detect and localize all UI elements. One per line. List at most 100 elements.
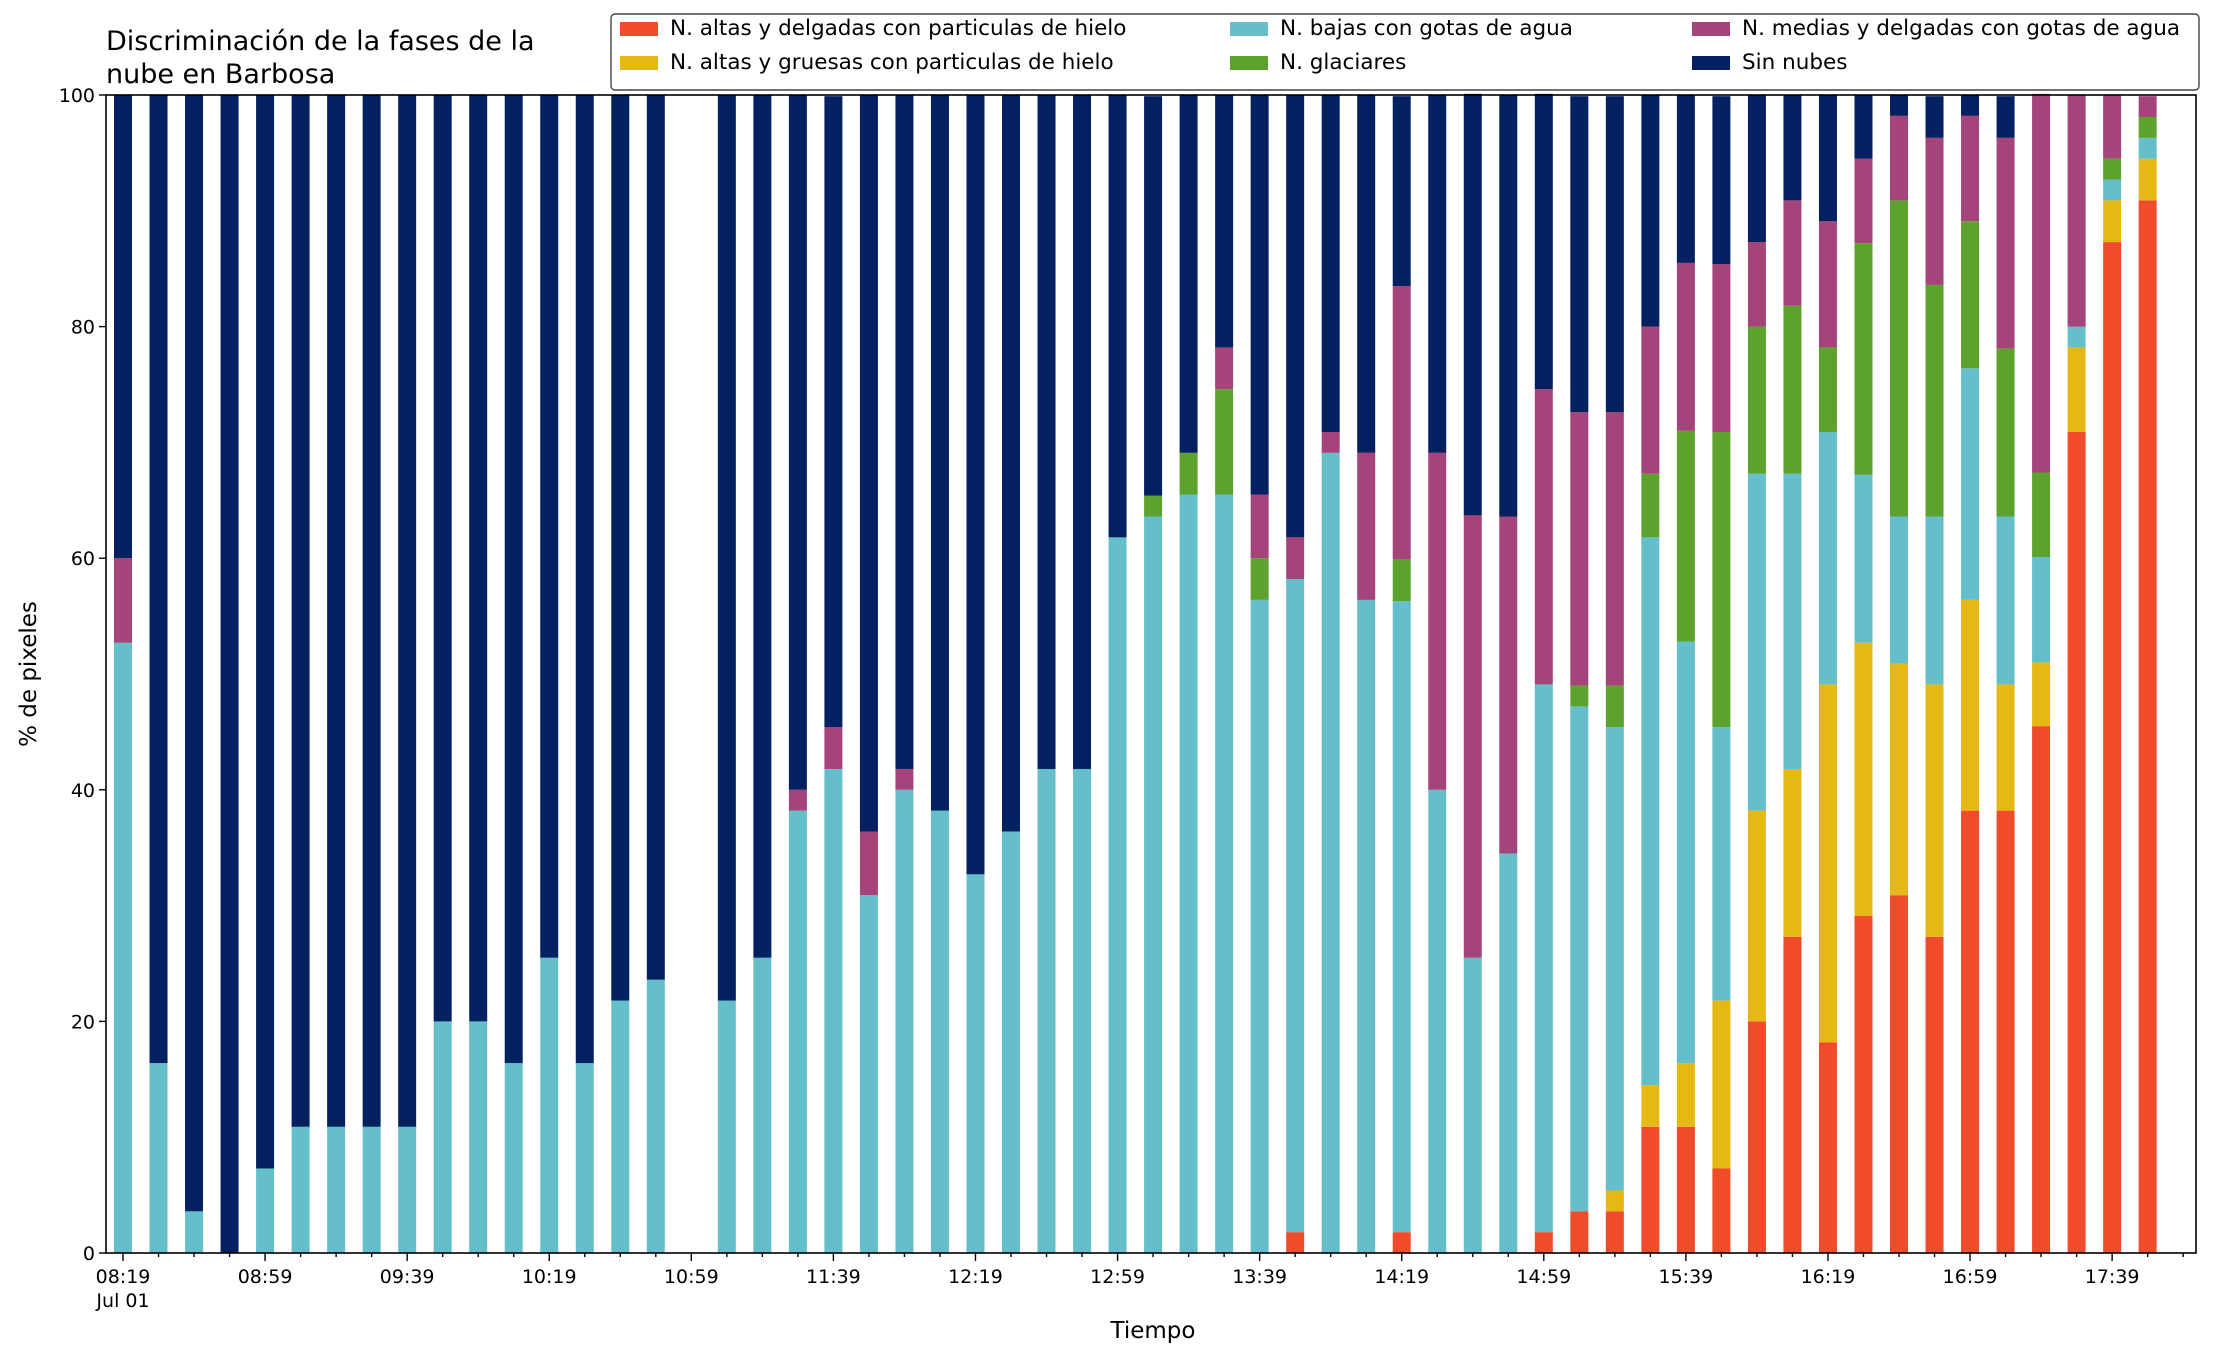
legend: N. altas y delgadas con particulas de hi… bbox=[610, 13, 2200, 91]
y-tick-label: 20 bbox=[71, 1011, 95, 1033]
bar-segment-1449-s5 bbox=[1499, 95, 1518, 517]
bar-segment-1639-s5 bbox=[1890, 95, 1908, 116]
bar-segment-1349-s4 bbox=[1286, 537, 1305, 580]
bar-segment-1009-s5 bbox=[504, 95, 523, 1064]
bar-segment-0839-s5 bbox=[185, 95, 204, 1212]
bar-segment-1559-s4 bbox=[1747, 242, 1766, 327]
bar-segment-1739-s1 bbox=[2103, 200, 2122, 243]
legend-swatch bbox=[620, 56, 658, 70]
bar-segment-1329-s4 bbox=[1215, 347, 1234, 390]
bar-segment-1539-s5 bbox=[1676, 95, 1695, 263]
bar-segment-1439-s5 bbox=[1463, 93, 1482, 516]
bar-segment-1609-s1 bbox=[1783, 768, 1802, 937]
bar-segment-1209-s5 bbox=[930, 95, 949, 811]
bar-segment-1749-s3 bbox=[2138, 117, 2157, 138]
bar-segment-0829-s2 bbox=[149, 1063, 168, 1253]
bar-segment-1029-s2 bbox=[575, 1063, 594, 1253]
bar-segment-1209-s2 bbox=[930, 810, 949, 1253]
bar-segment-1719-s3 bbox=[2032, 472, 2051, 558]
bar-segment-1659-s5 bbox=[1961, 95, 1980, 116]
legend-label: N. glaciares bbox=[1280, 50, 1406, 75]
bar-segment-1429-s4 bbox=[1428, 452, 1447, 790]
bar-segment-1649-s2 bbox=[1925, 516, 1944, 685]
bar-segment-1629-s1 bbox=[1854, 642, 1873, 917]
bar-segment-1619-s1 bbox=[1818, 684, 1837, 1043]
x-axis: 08:19 08:59 09:39 10:19 10:59 11:39 12:19 12:59… bbox=[95, 1253, 2184, 1312]
bar-segment-1129-s5 bbox=[788, 95, 807, 790]
bar-segment-1549-s1 bbox=[1712, 1000, 1731, 1169]
bar-segment-1159-s4 bbox=[895, 768, 914, 790]
bar-segment-1739-s0 bbox=[2103, 242, 2122, 1253]
bar-segment-0819-s2 bbox=[114, 642, 132, 1253]
x-tick-label: 09:39 bbox=[380, 1266, 435, 1288]
bar-segment-1039-s2 bbox=[611, 1000, 630, 1253]
y-tick-label: 80 bbox=[71, 317, 95, 339]
bar-segment-1519-s5 bbox=[1605, 96, 1624, 413]
bar-segment-1109-s5 bbox=[717, 95, 736, 1001]
bar-segment-1549-s3 bbox=[1712, 431, 1731, 728]
bar-segment-1339-s2 bbox=[1250, 599, 1269, 1253]
bar-segment-1259-s2 bbox=[1108, 537, 1127, 1253]
bar-segment-1559-s0 bbox=[1747, 1021, 1766, 1253]
bar-segment-1419-s4 bbox=[1392, 286, 1411, 560]
bar-segment-1609-s0 bbox=[1783, 936, 1802, 1253]
chart-title-line-1: Discriminación de la fases de la bbox=[106, 26, 535, 57]
bar-segment-0909-s2 bbox=[291, 1126, 310, 1253]
bar-segment-1659-s4 bbox=[1961, 115, 1980, 222]
bar-segment-0939-s2 bbox=[398, 1126, 417, 1253]
bar-segment-1419-s2 bbox=[1392, 601, 1411, 1233]
bar-segment-1419-s3 bbox=[1392, 559, 1411, 602]
bar-segment-1319-s2 bbox=[1179, 494, 1198, 1253]
bar-segment-1619-s4 bbox=[1818, 221, 1837, 348]
bar-segment-0859-s5 bbox=[256, 95, 275, 1169]
bar-segment-0819-s5 bbox=[114, 95, 132, 559]
bar-segment-1529-s5 bbox=[1641, 95, 1660, 327]
x-tick-label: 10:19 bbox=[522, 1266, 577, 1288]
bar-segment-1029-s5 bbox=[575, 95, 594, 1064]
legend-label: Sin nubes bbox=[1742, 50, 1847, 75]
bar-segment-1439-s2 bbox=[1463, 957, 1482, 1253]
bar-segment-1309-s3 bbox=[1144, 495, 1163, 517]
bar-segment-1529-s1 bbox=[1641, 1085, 1660, 1127]
bar-segment-1109-s2 bbox=[717, 1000, 736, 1253]
bar-segment-1239-s2 bbox=[1037, 768, 1056, 1253]
x-tick-label: 15:39 bbox=[1658, 1266, 1713, 1288]
bar-segment-1449-s2 bbox=[1499, 853, 1518, 1253]
x-tick-label: 13:39 bbox=[1232, 1266, 1287, 1288]
bar-segment-1329-s3 bbox=[1215, 389, 1234, 495]
legend-swatch bbox=[1692, 22, 1730, 36]
bar-segment-1359-s4 bbox=[1321, 431, 1340, 453]
bar-segment-1459-s2 bbox=[1534, 684, 1553, 1233]
bar-segment-1659-s2 bbox=[1961, 368, 1980, 600]
bar-segment-1519-s0 bbox=[1605, 1211, 1624, 1253]
bar-segment-1609-s2 bbox=[1783, 473, 1802, 769]
x-tick-label: 14:19 bbox=[1374, 1266, 1429, 1288]
bar-segment-1619-s3 bbox=[1818, 347, 1837, 432]
bar-segment-1749-s4 bbox=[2138, 96, 2157, 117]
bars-layer bbox=[114, 93, 2157, 1254]
bar-segment-0959-s5 bbox=[469, 95, 488, 1022]
bar-segment-1729-s4 bbox=[2067, 95, 2086, 327]
bar-segment-1509-s5 bbox=[1570, 96, 1589, 413]
bar-segment-1719-s0 bbox=[2032, 726, 2051, 1253]
bar-segment-1039-s5 bbox=[611, 95, 630, 1001]
bar-segment-1309-s5 bbox=[1144, 96, 1163, 496]
y-tick-label: 60 bbox=[71, 548, 95, 570]
bar-segment-1539-s3 bbox=[1676, 430, 1695, 642]
bar-segment-1459-s4 bbox=[1534, 389, 1553, 685]
bar-segment-1749-s2 bbox=[2138, 137, 2157, 159]
bar-segment-0819-s4 bbox=[114, 558, 132, 643]
bar-segment-1519-s3 bbox=[1605, 685, 1624, 728]
bar-segment-1709-s2 bbox=[1996, 516, 2015, 685]
bar-segment-1349-s5 bbox=[1286, 95, 1305, 538]
x-tick-label: 08:19 bbox=[96, 1266, 151, 1288]
bar-segment-1419-s0 bbox=[1392, 1232, 1411, 1253]
x-axis-label: Tiempo bbox=[1110, 1318, 1196, 1344]
bar-segment-1019-s5 bbox=[540, 95, 559, 958]
bar-segment-0929-s2 bbox=[362, 1126, 381, 1253]
bar-segment-1609-s4 bbox=[1783, 200, 1802, 306]
legend-label: N. altas y gruesas con particulas de hie… bbox=[670, 50, 1114, 75]
bar-segment-1529-s0 bbox=[1641, 1126, 1660, 1253]
bar-segment-1309-s2 bbox=[1144, 516, 1163, 1253]
